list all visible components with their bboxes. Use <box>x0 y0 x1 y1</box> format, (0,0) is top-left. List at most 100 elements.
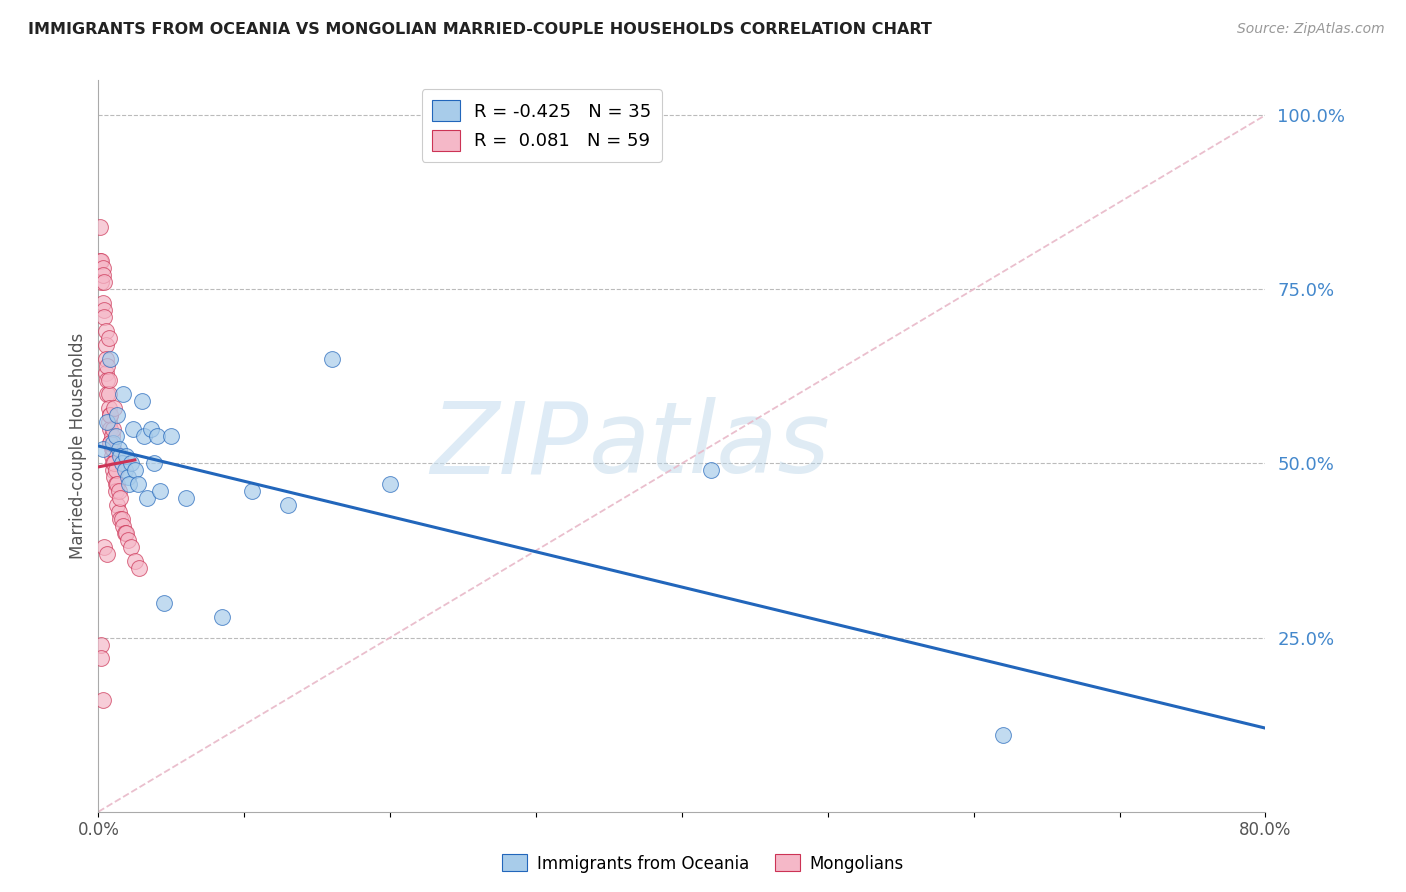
Point <box>101 463 124 477</box>
Point <box>108 484 131 499</box>
Point <box>122 421 145 435</box>
Point <box>277 498 299 512</box>
Point <box>211 609 233 624</box>
Point <box>103 470 125 484</box>
Point <box>97 386 120 401</box>
Legend: Immigrants from Oceania, Mongolians: Immigrants from Oceania, Mongolians <box>495 847 911 880</box>
Point <box>120 457 142 471</box>
Point <box>93 303 115 318</box>
Point <box>110 512 132 526</box>
Point <box>100 428 122 442</box>
Point <box>104 428 127 442</box>
Point <box>91 261 114 276</box>
Point <box>104 477 127 491</box>
Point <box>149 484 172 499</box>
Point <box>132 428 155 442</box>
Point <box>991 728 1014 742</box>
Point <box>117 470 139 484</box>
Point <box>124 554 146 568</box>
Point <box>93 540 115 554</box>
Point <box>135 491 157 506</box>
Point <box>174 491 197 506</box>
Point <box>97 415 120 429</box>
Point <box>115 450 138 464</box>
Point <box>94 366 117 380</box>
Point <box>108 442 131 457</box>
Point <box>94 351 117 366</box>
Point <box>96 373 118 387</box>
Y-axis label: Married-couple Households: Married-couple Households <box>69 333 87 559</box>
Text: atlas: atlas <box>589 398 830 494</box>
Point <box>96 547 118 561</box>
Point <box>120 540 142 554</box>
Point <box>91 296 114 310</box>
Point <box>380 477 402 491</box>
Point <box>89 254 111 268</box>
Point <box>321 351 343 366</box>
Point <box>700 463 723 477</box>
Point <box>91 693 114 707</box>
Point <box>131 393 153 408</box>
Point <box>98 435 121 450</box>
Point <box>110 491 132 506</box>
Point <box>146 428 169 442</box>
Point <box>96 386 118 401</box>
Point <box>89 219 111 234</box>
Point <box>90 651 112 665</box>
Point <box>128 561 150 575</box>
Point <box>108 505 131 519</box>
Legend: R = -0.425   N = 35, R =  0.081   N = 59: R = -0.425 N = 35, R = 0.081 N = 59 <box>422 89 662 161</box>
Point <box>96 359 118 373</box>
Point <box>110 450 132 464</box>
Point <box>98 408 121 422</box>
Point <box>115 526 138 541</box>
Point <box>139 421 162 435</box>
Point <box>105 477 128 491</box>
Point <box>117 533 139 547</box>
Point <box>90 275 112 289</box>
Point <box>114 526 136 541</box>
Point <box>101 421 124 435</box>
Point <box>100 450 122 464</box>
Point <box>104 463 127 477</box>
Point <box>101 435 124 450</box>
Point <box>105 498 128 512</box>
Text: ZIP: ZIP <box>430 398 589 494</box>
Point <box>103 457 125 471</box>
Point <box>142 457 165 471</box>
Point <box>153 596 176 610</box>
Point <box>114 463 136 477</box>
Point <box>124 463 146 477</box>
Point <box>94 338 117 352</box>
Point <box>127 477 149 491</box>
Point <box>97 373 120 387</box>
Point <box>111 512 134 526</box>
Point <box>105 408 128 422</box>
Point <box>240 484 263 499</box>
Point <box>91 442 114 457</box>
Point <box>96 415 118 429</box>
Point <box>98 435 121 450</box>
Point <box>160 428 183 442</box>
Point <box>98 408 121 422</box>
Point <box>101 457 124 471</box>
Point <box>93 275 115 289</box>
Point <box>91 268 114 283</box>
Point <box>93 310 115 325</box>
Point <box>97 401 120 415</box>
Point <box>97 331 120 345</box>
Point <box>90 254 112 268</box>
Point <box>104 484 127 499</box>
Text: IMMIGRANTS FROM OCEANIA VS MONGOLIAN MARRIED-COUPLE HOUSEHOLDS CORRELATION CHART: IMMIGRANTS FROM OCEANIA VS MONGOLIAN MAR… <box>28 22 932 37</box>
Point <box>90 638 112 652</box>
Point <box>94 324 117 338</box>
Point <box>100 442 122 457</box>
Point <box>111 457 134 471</box>
Point <box>98 421 121 435</box>
Point <box>98 351 121 366</box>
Point <box>101 442 124 457</box>
Point <box>118 477 141 491</box>
Point <box>112 519 135 533</box>
Text: Source: ZipAtlas.com: Source: ZipAtlas.com <box>1237 22 1385 37</box>
Point <box>103 401 125 415</box>
